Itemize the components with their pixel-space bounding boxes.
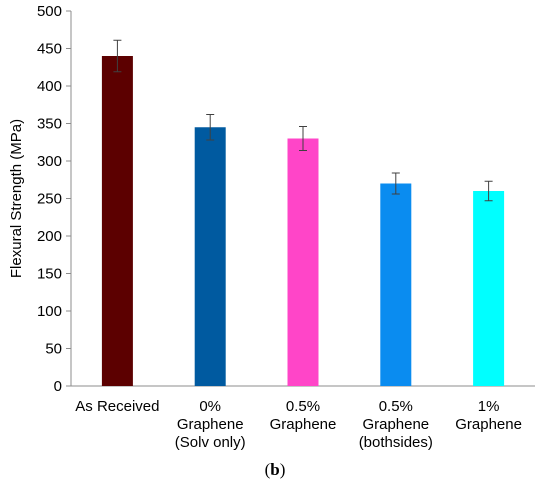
- y-tick-label: 150: [37, 266, 62, 283]
- y-tick-label: 250: [37, 191, 62, 208]
- category-label: 0%: [199, 398, 221, 415]
- y-tick-label: 350: [37, 116, 62, 133]
- y-axis-title: Flexural Strength (MPa): [8, 119, 25, 278]
- category-label: 0.5%: [379, 398, 413, 415]
- category-label: Graphene: [177, 416, 244, 433]
- y-tick-label: 400: [37, 78, 62, 95]
- bar: [380, 183, 412, 386]
- category-label: Graphene: [362, 416, 429, 433]
- category-label: As Received: [75, 398, 159, 415]
- y-tick-label: 200: [37, 228, 62, 245]
- category-label: (bothsides): [359, 434, 433, 451]
- panel-label: (b): [0, 460, 550, 480]
- category-label: Graphene: [455, 416, 522, 433]
- y-tick-label: 300: [37, 153, 62, 170]
- category-label: (Solv only): [175, 434, 246, 451]
- panel-label-close: ): [279, 460, 286, 479]
- bar: [473, 191, 505, 386]
- category-label: 0.5%: [286, 398, 320, 415]
- y-tick-label: 450: [37, 41, 62, 58]
- panel-label-open: (: [264, 460, 271, 479]
- y-tick-label: 500: [37, 3, 62, 20]
- panel-label-letter: b: [270, 460, 280, 479]
- bar: [194, 127, 226, 386]
- plot-area: 0 50 100 150 200 250 300 350 400 450 500 Flexural S…: [8, 3, 535, 451]
- category-label: 1%: [478, 398, 500, 415]
- y-tick-label: 0: [54, 378, 62, 395]
- y-tick-label: 100: [37, 303, 62, 320]
- bar: [287, 138, 319, 386]
- flexural-strength-bar-chart: 0 50 100 150 200 250 300 350 400 450 500 Flexural S…: [8, 3, 535, 451]
- bar: [101, 56, 133, 386]
- category-label: Graphene: [270, 416, 337, 433]
- y-tick-label: 50: [45, 341, 62, 358]
